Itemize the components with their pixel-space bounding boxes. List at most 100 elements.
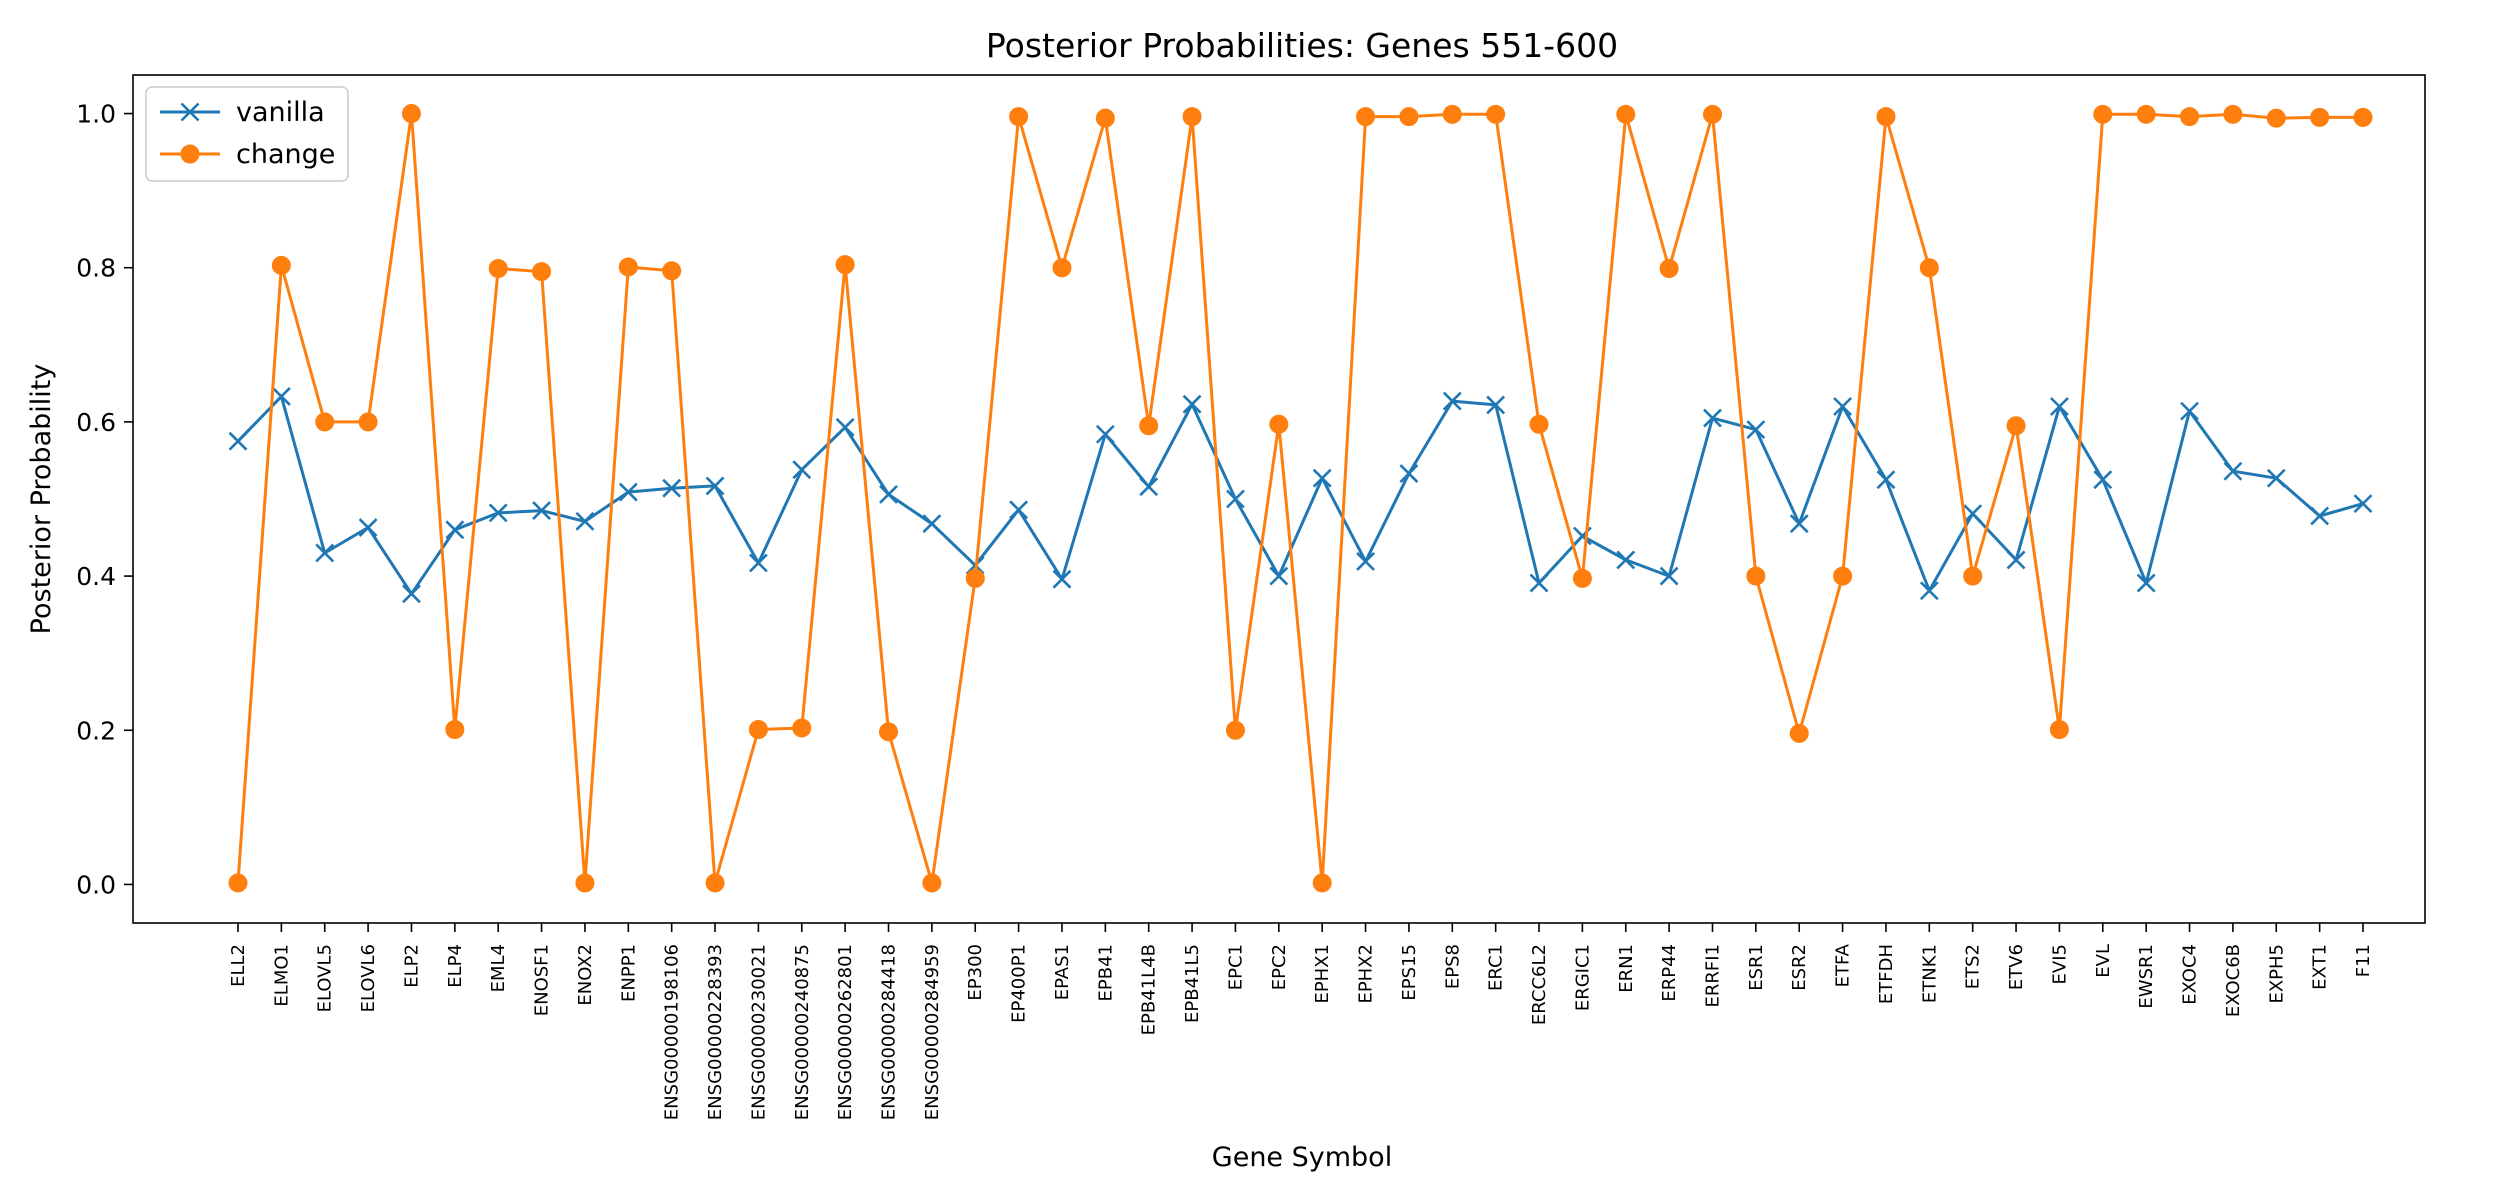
legend-label-vanilla: vanilla bbox=[236, 97, 325, 128]
data-point-change bbox=[1399, 107, 1419, 127]
data-point-vanilla bbox=[792, 460, 812, 480]
data-point-vanilla bbox=[2180, 401, 2199, 421]
x-tick-label: ENSG00000230021 bbox=[748, 944, 769, 1120]
data-point-vanilla bbox=[705, 476, 725, 496]
data-point-vanilla bbox=[1399, 464, 1419, 483]
data-point-change bbox=[1312, 873, 1332, 893]
data-point-vanilla bbox=[402, 584, 421, 604]
data-point-vanilla bbox=[1095, 424, 1115, 444]
data-point-vanilla bbox=[2223, 461, 2243, 481]
data-point-vanilla bbox=[1139, 477, 1159, 497]
x-tick-label: ENSG00000240875 bbox=[792, 944, 813, 1120]
data-point-vanilla bbox=[662, 478, 682, 498]
data-point-vanilla bbox=[2310, 506, 2330, 526]
data-point-vanilla bbox=[2093, 470, 2113, 490]
data-point-change bbox=[922, 873, 942, 893]
data-point-vanilla bbox=[1529, 573, 1549, 593]
x-tick-label: F11 bbox=[2353, 944, 2374, 977]
data-point-vanilla bbox=[445, 520, 465, 540]
x-tick-label: ENSG00000284418 bbox=[879, 944, 900, 1120]
data-point-change bbox=[1789, 723, 1809, 743]
data-point-change bbox=[228, 873, 248, 893]
data-point-change bbox=[1919, 258, 1939, 278]
data-point-change bbox=[2136, 104, 2156, 124]
data-point-vanilla bbox=[488, 503, 508, 523]
x-tick-label: ETFDH bbox=[1876, 944, 1897, 1004]
x-tick-label: EPB41 bbox=[1095, 944, 1116, 1001]
data-point-change bbox=[1356, 107, 1376, 127]
data-point-change bbox=[879, 722, 899, 742]
x-tick-label: ERGIC1 bbox=[1572, 944, 1593, 1011]
data-point-change bbox=[2006, 416, 2026, 436]
data-point-vanilla bbox=[575, 511, 595, 531]
x-tick-label: ENPP1 bbox=[618, 944, 639, 1002]
x-tick-label: ENOX2 bbox=[575, 944, 596, 1006]
x-tick-label: ELOVL5 bbox=[315, 944, 336, 1012]
data-point-change bbox=[662, 261, 682, 281]
y-tick-label: 0.4 bbox=[76, 562, 116, 591]
x-tick-label: EVL bbox=[2093, 944, 2114, 978]
data-point-change bbox=[1529, 414, 1549, 434]
data-point-change bbox=[315, 412, 335, 432]
x-tick-label: ERP44 bbox=[1659, 944, 1680, 1002]
x-tick-label: EPC2 bbox=[1269, 944, 1290, 990]
data-point-change bbox=[1442, 104, 1462, 124]
data-point-vanilla bbox=[748, 553, 768, 573]
data-point-vanilla bbox=[835, 417, 855, 437]
data-point-vanilla bbox=[1486, 395, 1506, 415]
data-point-change bbox=[2093, 104, 2113, 124]
data-point-vanilla bbox=[358, 518, 378, 537]
x-tick-label: EPB41L5 bbox=[1182, 944, 1203, 1023]
data-point-vanilla bbox=[1616, 550, 1636, 570]
data-point-change bbox=[358, 412, 378, 432]
data-point-change bbox=[401, 104, 421, 124]
x-tick-label: ETNK1 bbox=[1919, 944, 1940, 1003]
data-point-vanilla bbox=[1009, 500, 1029, 520]
data-point-vanilla bbox=[2266, 468, 2286, 488]
data-point-vanilla bbox=[1789, 514, 1809, 534]
x-tick-label: EP400P1 bbox=[1009, 944, 1030, 1023]
data-point-vanilla bbox=[1052, 569, 1072, 589]
data-point-vanilla bbox=[1226, 489, 1245, 509]
data-point-change bbox=[835, 255, 855, 275]
data-point-vanilla bbox=[2050, 397, 2069, 416]
data-point-change bbox=[1833, 566, 1853, 586]
data-point-change bbox=[1486, 104, 1506, 124]
x-tick-label: EXPH5 bbox=[2266, 944, 2287, 1004]
y-axis-label: Posterior Probability bbox=[26, 364, 57, 635]
x-tick-label: ERC1 bbox=[1486, 944, 1507, 991]
x-tick-label: ELL2 bbox=[228, 944, 249, 987]
y-tick-label: 0.2 bbox=[76, 716, 116, 745]
data-point-vanilla bbox=[1746, 420, 1766, 440]
x-tick-label: ENSG00000262801 bbox=[835, 944, 856, 1120]
data-point-change bbox=[575, 873, 595, 893]
x-tick-label: ELOVL6 bbox=[358, 944, 379, 1012]
x-tick-label: ESR1 bbox=[1746, 944, 1767, 991]
legend: vanilla change bbox=[145, 86, 349, 182]
y-tick-label: 0.8 bbox=[76, 254, 116, 283]
x-tick-label: ERCC6L2 bbox=[1529, 944, 1550, 1025]
data-point-change bbox=[1095, 108, 1115, 128]
data-point-vanilla bbox=[922, 514, 942, 534]
data-point-change bbox=[1746, 566, 1766, 586]
y-tick-label: 0.0 bbox=[76, 870, 116, 899]
legend-marker-change bbox=[180, 144, 200, 164]
data-point-vanilla bbox=[1659, 566, 1679, 586]
data-point-change bbox=[1182, 107, 1202, 127]
data-point-vanilla bbox=[1356, 552, 1375, 571]
data-point-vanilla bbox=[1703, 408, 1722, 428]
data-point-vanilla bbox=[315, 543, 335, 563]
data-point-change bbox=[445, 720, 465, 740]
data-point-vanilla bbox=[1919, 581, 1939, 601]
data-point-change bbox=[1572, 568, 1592, 588]
data-point-change bbox=[1963, 566, 1983, 586]
x-tick-label: ERRFI1 bbox=[1702, 944, 1723, 1008]
x-tick-label: ENSG00000198106 bbox=[662, 944, 683, 1120]
x-tick-label: ENOSF1 bbox=[532, 944, 553, 1016]
x-tick-label: EPAS1 bbox=[1052, 944, 1073, 1000]
chart-title: Posterior Probabilities: Genes 551-600 bbox=[986, 26, 1618, 65]
y-tick-label: 1.0 bbox=[76, 100, 116, 129]
data-point-change bbox=[532, 262, 552, 282]
legend-label-change: change bbox=[236, 139, 335, 170]
